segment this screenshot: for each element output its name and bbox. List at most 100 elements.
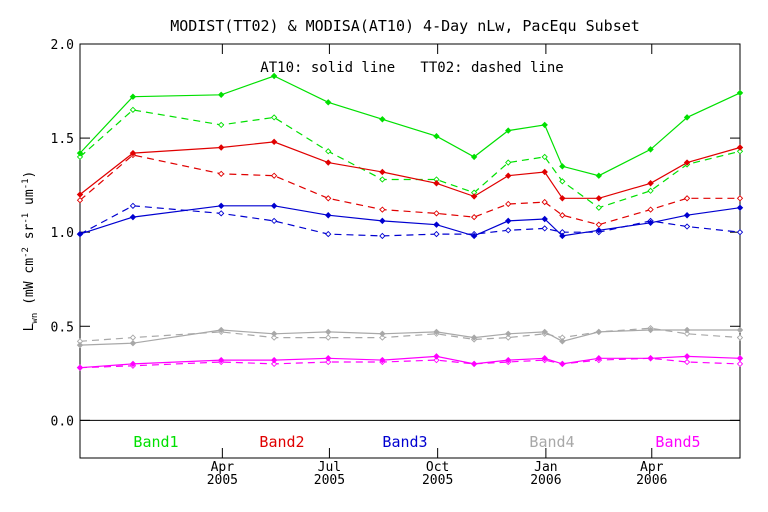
band1-dashed-point bbox=[379, 176, 386, 183]
band1-dashed-point bbox=[325, 148, 332, 155]
band1-dashed-point bbox=[736, 148, 744, 155]
band1-solid-point bbox=[470, 153, 478, 161]
y-label-sup2: -1 bbox=[21, 213, 31, 224]
legend-band4: Band4 bbox=[529, 433, 574, 451]
band5-dashed-point bbox=[736, 360, 744, 368]
band2-dashed-point bbox=[595, 221, 602, 228]
band5-dashed-point bbox=[325, 358, 332, 366]
band1-solid-point bbox=[217, 91, 225, 99]
band4-solid-point bbox=[736, 326, 744, 334]
band5-solid-line bbox=[79, 355, 741, 369]
band3-dashed-point bbox=[433, 230, 440, 238]
band2-solid-point bbox=[470, 193, 478, 200]
band3-solid-point bbox=[76, 230, 84, 238]
band4-solid-point bbox=[647, 326, 654, 334]
y-label-close: ) bbox=[22, 171, 37, 179]
y-tick-label: 0.5 bbox=[51, 320, 74, 335]
y-axis: 0.0 0.5 1.0 1.5 2.0 bbox=[51, 38, 740, 429]
band2-dashed-point bbox=[76, 197, 84, 204]
band2-solid-point bbox=[217, 144, 225, 151]
band5-solid-point bbox=[541, 355, 548, 362]
band4-solid-point bbox=[505, 330, 512, 338]
band1-dashed-point bbox=[129, 106, 137, 114]
band1-dashed-line bbox=[79, 109, 741, 209]
band1-solid-point bbox=[129, 93, 137, 100]
plot-frame bbox=[79, 43, 741, 459]
band5-solid-point bbox=[217, 356, 225, 364]
band5-solid-point bbox=[129, 360, 137, 368]
band4-dashed-point bbox=[379, 334, 386, 341]
band3-solid-point bbox=[505, 217, 512, 225]
band3-dashed-line bbox=[79, 205, 741, 237]
band4-solid-point bbox=[470, 334, 478, 341]
band4-dashed-point bbox=[270, 334, 278, 341]
band3-dashed-point bbox=[270, 217, 278, 225]
band3-dashed-point bbox=[736, 229, 744, 236]
band1-solid-point bbox=[736, 89, 744, 97]
band3-solid-point bbox=[595, 227, 603, 234]
band1-solid-point bbox=[683, 114, 691, 121]
band5-solid-point bbox=[736, 355, 744, 362]
y-label-sup3: -1 bbox=[21, 178, 31, 189]
band4-solid-point bbox=[379, 330, 386, 338]
legend: Band1 Band2 Band3 Band4 Band5 bbox=[133, 433, 700, 451]
y-label-main: L bbox=[22, 323, 37, 331]
band2-dashed-point bbox=[470, 213, 478, 221]
band5-solid-point bbox=[559, 360, 566, 368]
band2-solid-point bbox=[505, 172, 512, 179]
x-tick-label-year: 2005 bbox=[207, 473, 238, 488]
band2-solid-point bbox=[325, 159, 332, 166]
band5-solid-point bbox=[595, 355, 603, 362]
band4-dashed-point bbox=[736, 334, 744, 341]
band2-solid-point bbox=[559, 195, 566, 202]
band3-solid-point bbox=[647, 219, 654, 226]
band2-solid-point bbox=[270, 138, 278, 146]
y-axis-label: Lwn (mW cm-2 sr-1 um-1) bbox=[21, 171, 40, 332]
band1-solid-point bbox=[433, 133, 440, 140]
y-tick-label: 0.0 bbox=[51, 414, 74, 429]
band4-solid-point bbox=[433, 328, 440, 336]
band3-solid-point bbox=[217, 202, 225, 210]
legend-band2: Band2 bbox=[259, 433, 304, 451]
band1-dashed-point bbox=[505, 159, 512, 166]
band3-solid-point bbox=[433, 221, 440, 228]
band4-solid-point bbox=[325, 328, 332, 336]
band2-dashed-point bbox=[218, 170, 225, 177]
band3-solid-point bbox=[270, 202, 278, 210]
band2-dashed-point bbox=[379, 206, 386, 213]
band2-solid-point bbox=[76, 191, 84, 198]
band5-solid-point bbox=[325, 355, 332, 362]
band1-solid-point bbox=[559, 163, 566, 170]
band5-dashed-line bbox=[79, 357, 741, 369]
band3-solid-point bbox=[683, 212, 691, 219]
band4-solid-point bbox=[76, 341, 84, 349]
band3-dashed-point bbox=[129, 202, 137, 209]
band1-solid-line bbox=[79, 75, 741, 177]
y-label-sub: wn bbox=[30, 313, 40, 324]
band2-solid-point bbox=[647, 180, 654, 187]
band2-dashed-point bbox=[541, 198, 548, 206]
band5-dashed-point bbox=[433, 357, 440, 364]
band4-solid-point bbox=[559, 338, 566, 345]
band1-solid-point bbox=[541, 121, 548, 129]
band1-dashed-point bbox=[270, 114, 278, 121]
x-tick-label: Oct bbox=[426, 460, 449, 475]
band3-dashed-point bbox=[683, 223, 691, 230]
band4-dashed-point bbox=[129, 334, 137, 341]
band2-solid-point bbox=[433, 180, 440, 187]
y-label-mid: sr bbox=[22, 223, 37, 247]
band4-solid-point bbox=[129, 340, 137, 347]
line-style-annotation: AT10: solid line TT02: dashed line bbox=[260, 60, 563, 76]
band2-solid-point bbox=[541, 168, 548, 176]
band2-dashed-point bbox=[683, 195, 691, 202]
band2-solid-point bbox=[736, 144, 744, 151]
band1-solid-point bbox=[595, 172, 603, 179]
band1-dashed-point bbox=[76, 153, 84, 161]
band4-dashed-point bbox=[683, 330, 691, 337]
band3-solid-point bbox=[379, 217, 386, 225]
y-label-sup1: -2 bbox=[21, 247, 31, 258]
band5-solid-point bbox=[505, 356, 512, 364]
band4-solid-line bbox=[79, 329, 740, 346]
legend-band5: Band5 bbox=[655, 433, 700, 451]
